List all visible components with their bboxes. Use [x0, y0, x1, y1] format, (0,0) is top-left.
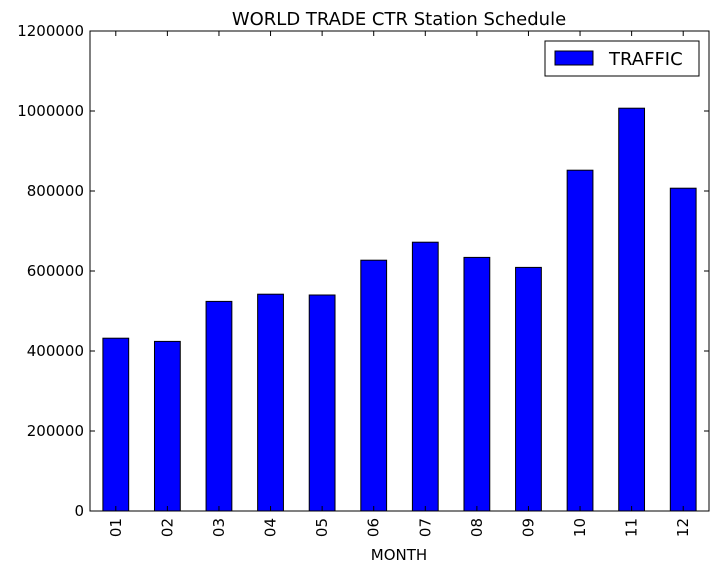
bar-10	[566, 169, 594, 512]
bar-04	[257, 293, 284, 512]
x-tick-label-06: 06	[365, 518, 383, 537]
bar-01	[102, 337, 130, 512]
chart-title: WORLD TRADE CTR Station Schedule	[232, 9, 566, 30]
legend: TRAFFIC	[544, 40, 700, 77]
plot-frame	[89, 30, 710, 512]
x-tick-label-01: 01	[107, 518, 125, 537]
bar-09	[515, 266, 542, 512]
legend-swatch-traffic	[554, 50, 594, 66]
y-tick-label-600000: 600000	[27, 262, 84, 280]
bar-07	[411, 241, 439, 512]
bar-06	[360, 259, 388, 512]
x-tick-label-05: 05	[313, 518, 331, 537]
bar-08	[463, 256, 491, 512]
x-axis-label: MONTH	[371, 546, 427, 564]
x-tick-label-10: 10	[571, 518, 589, 537]
bars-layer	[102, 107, 697, 512]
y-tick-label-0: 0	[74, 502, 84, 520]
bar-05	[308, 294, 336, 512]
x-tick-label-12: 12	[674, 518, 692, 537]
x-tick-label-08: 08	[468, 518, 486, 537]
ticks-layer: 01 02 03 04 05 06 07 08 09 10 11 12 0 200000 400000 600…	[17, 22, 709, 537]
x-tick-label-11: 11	[623, 518, 641, 537]
bar-03	[205, 300, 233, 512]
x-tick-label-03: 03	[210, 518, 228, 537]
y-tick-label-200000: 200000	[27, 422, 84, 440]
y-tick-label-400000: 400000	[27, 342, 84, 360]
bar-12	[669, 187, 697, 512]
x-tick-label-02: 02	[158, 518, 176, 537]
bar-02	[153, 340, 181, 512]
bar-11	[618, 107, 646, 512]
x-tick-label-09: 09	[519, 518, 537, 537]
x-tick-label-07: 07	[416, 518, 434, 537]
x-tick-label-04: 04	[262, 518, 280, 537]
y-tick-label-1200000: 1200000	[17, 22, 84, 40]
y-tick-label-1000000: 1000000	[17, 102, 84, 120]
y-tick-label-800000: 800000	[27, 182, 84, 200]
legend-label-traffic: TRAFFIC	[608, 49, 683, 70]
